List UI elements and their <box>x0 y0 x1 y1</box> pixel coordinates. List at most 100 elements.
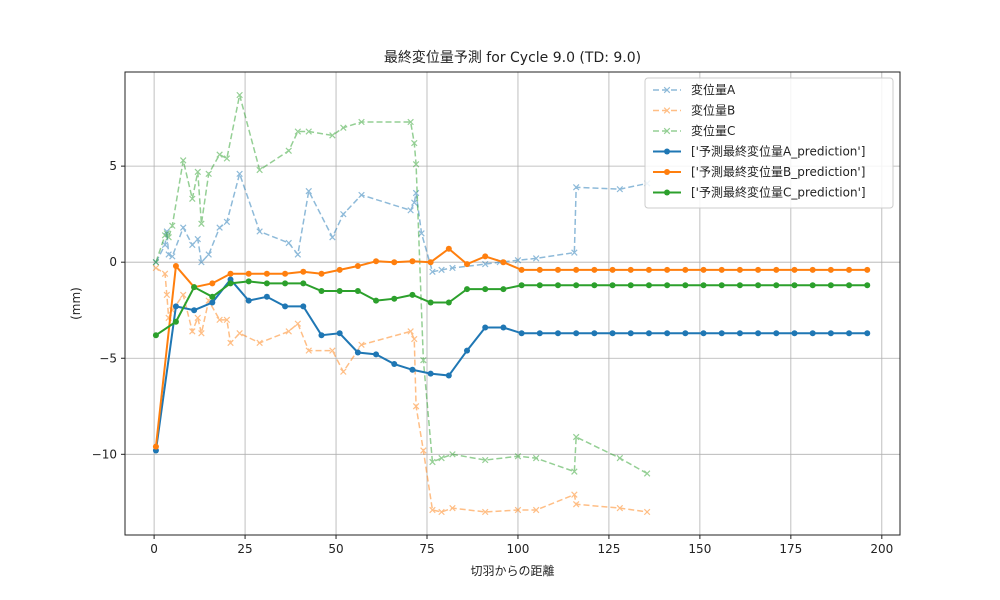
data-point <box>329 132 336 139</box>
legend-label: ['予測最終変位量B_prediction'] <box>691 164 865 179</box>
data-point <box>209 293 216 300</box>
legend: 変位量A 変位量B 変位量C ['予測最終変位量A_prediction'] ['予測最… <box>644 77 894 209</box>
series-line <box>154 247 868 447</box>
legend-item: 変位量B <box>653 103 735 118</box>
data-point <box>285 147 292 154</box>
data-point <box>645 282 652 289</box>
data-point <box>391 259 398 266</box>
data-point <box>464 347 471 354</box>
data-point <box>263 280 270 287</box>
data-point <box>809 282 816 289</box>
data-point <box>420 447 427 454</box>
data-point <box>358 191 365 199</box>
data-point <box>616 185 624 193</box>
data-point <box>152 258 160 266</box>
data-point <box>609 330 616 337</box>
data-point <box>340 368 347 375</box>
data-point <box>514 453 522 460</box>
data-point <box>294 128 302 135</box>
data-point <box>445 299 452 306</box>
data-point <box>245 270 252 277</box>
legend-item: ['予測最終変位量B_prediction'] <box>653 164 865 179</box>
legend-swatch <box>653 107 681 114</box>
series-5 <box>152 278 871 339</box>
data-point <box>318 332 325 339</box>
data-point <box>305 187 312 195</box>
data-point <box>643 470 651 477</box>
data-point <box>300 280 307 287</box>
y-axis-label: (mm) <box>69 287 83 320</box>
x-tick-label: 125 <box>597 542 620 556</box>
data-point <box>285 239 292 247</box>
data-point <box>256 166 263 174</box>
data-point <box>373 258 380 265</box>
data-point <box>864 282 871 289</box>
series-line <box>155 171 648 273</box>
chart-title: 最終変位量予測 for Cycle 9.0 (TD: 9.0) <box>384 49 641 66</box>
data-point <box>373 297 380 304</box>
legend-item: ['予測最終変位量A_prediction'] <box>653 144 865 159</box>
data-point <box>427 370 434 377</box>
data-point <box>572 501 580 508</box>
data-point <box>464 261 471 268</box>
data-point <box>209 299 216 306</box>
data-point <box>773 330 780 337</box>
data-point <box>464 286 471 293</box>
data-point <box>358 118 365 126</box>
data-point <box>554 330 561 337</box>
data-point <box>755 330 762 337</box>
data-point <box>846 282 853 289</box>
data-point <box>514 506 522 514</box>
data-point <box>645 266 652 273</box>
data-point <box>438 508 445 516</box>
data-point <box>336 266 343 273</box>
data-point <box>263 293 270 300</box>
data-point <box>216 151 223 158</box>
data-point <box>191 284 198 291</box>
data-point <box>329 233 336 241</box>
data-point <box>169 222 176 229</box>
data-point <box>500 259 507 266</box>
data-point <box>354 349 361 356</box>
data-point <box>627 282 634 289</box>
data-point <box>445 245 452 252</box>
series-line <box>155 280 868 337</box>
data-point <box>700 282 707 289</box>
data-point <box>481 260 489 268</box>
data-point <box>809 266 816 273</box>
data-point <box>411 199 418 206</box>
data-point <box>236 170 243 178</box>
y-tick-label: −5 <box>99 351 117 365</box>
data-point <box>627 330 634 337</box>
data-point <box>411 335 418 343</box>
data-point <box>216 316 223 324</box>
data-point <box>718 330 725 337</box>
data-point <box>773 266 780 273</box>
legend-label: 変位量B <box>691 103 735 118</box>
data-point <box>518 330 525 337</box>
data-point <box>282 270 289 277</box>
x-tick-label: 175 <box>779 542 802 556</box>
data-point <box>179 291 187 299</box>
data-point <box>429 506 436 514</box>
data-point <box>407 207 414 214</box>
data-point <box>682 330 689 337</box>
data-point <box>198 258 205 266</box>
data-point <box>152 264 160 272</box>
data-point <box>409 366 416 373</box>
data-point <box>438 266 445 274</box>
data-point <box>481 456 489 464</box>
x-tick-label: 100 <box>507 542 530 556</box>
data-point <box>536 266 543 273</box>
data-point <box>718 266 725 273</box>
data-point <box>336 330 343 337</box>
data-point <box>500 286 507 293</box>
data-point <box>791 282 798 289</box>
legend-item: ['予測最終変位量C_prediction'] <box>653 185 866 200</box>
data-point <box>294 251 302 258</box>
data-point <box>536 282 543 289</box>
data-point <box>429 458 436 466</box>
data-point <box>482 286 489 293</box>
data-point <box>329 347 336 354</box>
data-point <box>420 356 427 364</box>
